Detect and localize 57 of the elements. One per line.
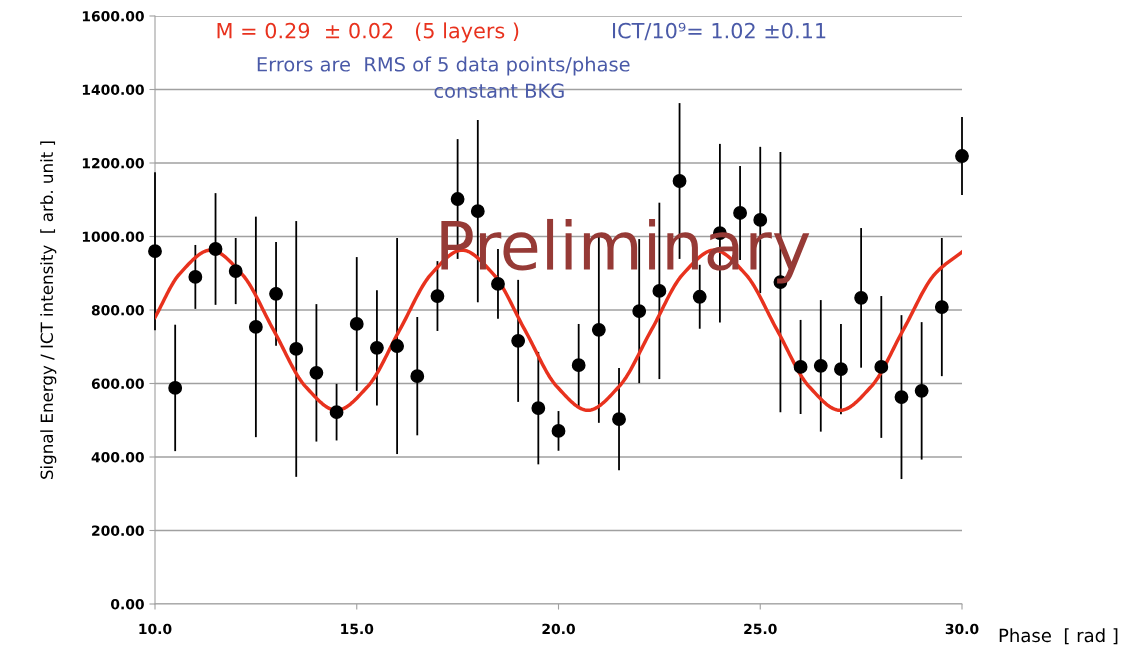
annotation: M = 0.29 ± 0.02 (5 layers ) [217, 22, 519, 43]
point [329, 405, 344, 420]
y-tick-label: 1200.00 [82, 157, 144, 169]
point [874, 360, 889, 374]
point [813, 358, 828, 373]
x-axis-title: Phase [ rad ] [999, 628, 1118, 645]
y-tick-label: 1400.00 [82, 84, 144, 95]
point [934, 300, 949, 314]
point [632, 304, 647, 319]
y-tick-label: 0.00 [110, 598, 144, 610]
point [168, 381, 183, 395]
point [894, 390, 909, 405]
point [309, 365, 324, 380]
point [733, 206, 747, 220]
point [208, 242, 223, 256]
y-axis-title: Signal Energy / ICT intensity [ arb. unit ] [40, 141, 57, 479]
point [834, 362, 848, 377]
annotation: Errors are RMS of 5 data points/phase [257, 56, 630, 76]
x-tick-label: 25.0 [744, 623, 777, 635]
point [571, 358, 586, 373]
x-tick-label: 20.0 [542, 623, 575, 635]
point [148, 244, 162, 259]
point [269, 286, 283, 301]
point [551, 424, 566, 438]
point [793, 360, 808, 374]
point [955, 149, 969, 163]
annotation: ICT/10⁹= 1.02 ±0.11 [613, 22, 826, 41]
point [692, 289, 707, 304]
point [289, 342, 304, 356]
point [370, 340, 384, 355]
y-tick-label: 400.00 [91, 451, 144, 463]
point [188, 270, 203, 284]
y-tick-label: 600.00 [91, 378, 144, 389]
point [349, 317, 364, 331]
point [531, 401, 546, 416]
point [390, 339, 405, 353]
y-tick-label: 800.00 [91, 304, 144, 316]
point [228, 264, 243, 278]
y-tick-label: 200.00 [92, 525, 144, 536]
x-tick-label: 10.0 [139, 623, 172, 635]
point [914, 383, 929, 398]
point [612, 412, 626, 427]
point [511, 333, 526, 348]
y-tick-label: 1600.00 [82, 10, 144, 22]
annotation: constant BKG [434, 83, 564, 99]
y-tick-label: 1000.00 [82, 231, 144, 242]
x-tick-label: 15.0 [341, 623, 374, 635]
point [470, 204, 485, 219]
point [591, 322, 606, 337]
point [652, 283, 667, 298]
point [672, 174, 687, 188]
point [248, 319, 263, 334]
point [430, 289, 445, 303]
point [450, 192, 465, 206]
point [854, 290, 869, 305]
point [410, 369, 425, 384]
x-tick-label: 30.0 [945, 623, 979, 635]
